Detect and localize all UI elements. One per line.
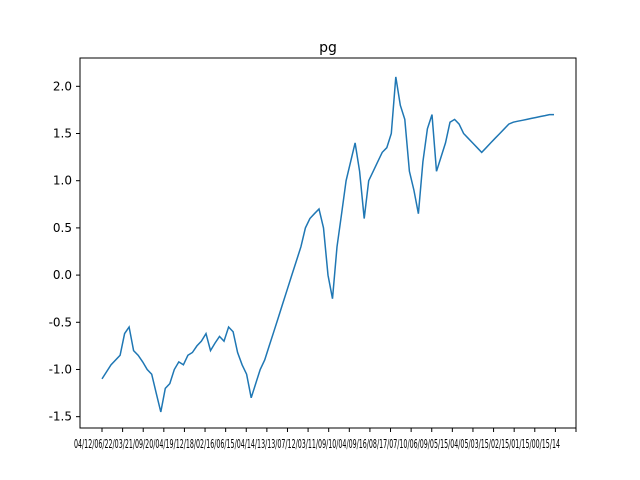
chart-title: pg <box>319 40 337 56</box>
series-line <box>101 76 554 413</box>
x-tick-labels: 04/12/06/22/03/21/09/20/04/19/12/18/02/1… <box>74 437 560 451</box>
y-tick-label: -1.5 <box>49 410 72 424</box>
y-tick-label: -0.5 <box>49 315 72 329</box>
y-axis: -1.5 -1.0 -0.5 0.0 0.5 1.0 1.5 2.0 <box>49 79 80 424</box>
y-tick-label: 1.5 <box>53 127 72 141</box>
axes-frame <box>79 57 577 429</box>
x-axis: 04/12/06/22/03/21/09/20/04/19/12/18/02/1… <box>74 428 577 451</box>
plot-area <box>101 76 554 413</box>
y-tick-label: 1.0 <box>53 174 72 188</box>
y-tick-label: -1.0 <box>49 362 72 376</box>
y-tick-label: 0.0 <box>53 268 72 282</box>
y-tick-label: 2.0 <box>53 79 72 93</box>
y-tick-label: 0.5 <box>53 221 72 235</box>
